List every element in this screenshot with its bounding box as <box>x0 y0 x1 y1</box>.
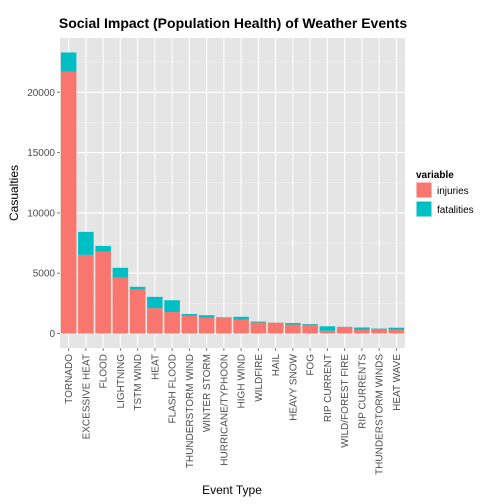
y-tick-label: 15000 <box>27 148 55 159</box>
bar-injuries <box>78 254 94 334</box>
bar-injuries <box>129 289 146 334</box>
x-tick-label: EXCESSIVE HEAT <box>81 354 92 439</box>
bar-injuries <box>319 330 336 334</box>
y-tick-label: 20000 <box>27 88 55 99</box>
bar-fatalities <box>216 317 232 319</box>
x-tick-label: RIP CURRENT <box>323 354 334 422</box>
bar-injuries <box>147 308 163 334</box>
bar-fatalities <box>319 326 336 331</box>
bar-fatalities <box>112 267 129 278</box>
bar-fatalities <box>60 52 77 72</box>
x-tick-label: THUNDERSTORM WINDS <box>375 354 386 475</box>
x-tick-label: FLOOD <box>99 354 110 388</box>
y-tick-label: 10000 <box>27 208 55 219</box>
bar-fatalities <box>302 324 318 325</box>
bar-fatalities <box>147 296 163 309</box>
bar-fatalities <box>371 328 387 330</box>
bar-fatalities <box>181 313 198 316</box>
x-tick-label: FLASH FLOOD <box>168 354 179 423</box>
x-tick-label: HIGH WIND <box>237 354 248 408</box>
bar-injuries <box>233 319 249 334</box>
bar-injuries <box>267 322 284 334</box>
plot-panel <box>60 38 405 348</box>
bar-fatalities <box>354 327 370 330</box>
x-tick-label: WILDFIRE <box>254 354 265 402</box>
bar-injuries <box>164 312 180 334</box>
legend-label-injuries: injuries <box>437 186 469 197</box>
y-axis-ticks: 0 5000 10000 15000 20000 <box>27 88 60 340</box>
x-tick-label: TSTM WIND <box>133 354 144 411</box>
legend-key-injuries <box>415 181 433 199</box>
bar-injuries <box>336 326 353 334</box>
grid-minor <box>60 61 405 304</box>
legend-key-fatalities <box>415 200 433 218</box>
bar-fatalities <box>78 231 94 255</box>
x-tick-label: RIP CURRENTS <box>357 354 368 429</box>
bar-fatalities <box>95 245 111 252</box>
bar-injuries <box>354 329 370 334</box>
bar-injuries <box>371 329 387 334</box>
y-axis-title: Casualties <box>7 165 21 221</box>
bar-injuries <box>216 318 232 334</box>
x-axis-title: Event Type <box>202 483 262 497</box>
x-tick-label: WINTER STORM <box>202 354 213 432</box>
bar-injuries <box>181 315 198 334</box>
bar-injuries <box>112 277 129 334</box>
bar-injuries <box>198 317 215 334</box>
x-tick-label: HAIL <box>271 354 282 377</box>
x-tick-label: HEAT WAVE <box>392 354 403 411</box>
legend: variable injuries fatalities <box>415 170 474 218</box>
bar-fatalities <box>164 300 180 313</box>
bar-fatalities <box>250 321 267 323</box>
x-tick-label: THUNDERSTORM WIND <box>185 354 196 468</box>
x-tick-label: TORNADO <box>64 354 75 404</box>
x-tick-label: FOG <box>306 354 317 376</box>
bar-injuries <box>250 322 267 334</box>
legend-label-fatalities: fatalities <box>437 205 474 216</box>
bar-fatalities <box>129 286 146 290</box>
x-axis-ticks: TORNADO EXCESSIVE HEAT FLOOD LIGHTNING TSTM … <box>64 348 403 475</box>
bar-fatalities <box>233 316 249 320</box>
bar-fatalities <box>285 323 301 325</box>
bar-injuries <box>95 251 111 334</box>
x-tick-label: WILD/FOREST FIRE <box>340 354 351 448</box>
bar-injuries <box>60 71 77 334</box>
bar-injuries <box>285 324 301 334</box>
x-tick-label: HURRICANE/TYPHOON <box>219 354 230 466</box>
legend-title: variable <box>416 170 454 181</box>
x-tick-label: HEAT <box>150 354 161 380</box>
y-tick-label: 5000 <box>33 269 56 280</box>
bars <box>60 52 405 334</box>
bar-injuries <box>388 329 405 334</box>
bar-fatalities <box>198 315 215 318</box>
bar-injuries <box>302 324 318 334</box>
chart-title: Social Impact (Population Health) of Wea… <box>59 15 407 31</box>
bar-fatalities <box>388 327 405 330</box>
x-tick-label: HEAVY SNOW <box>288 353 299 420</box>
x-tick-label: LIGHTNING <box>116 354 127 409</box>
y-tick-label: 0 <box>49 329 55 340</box>
